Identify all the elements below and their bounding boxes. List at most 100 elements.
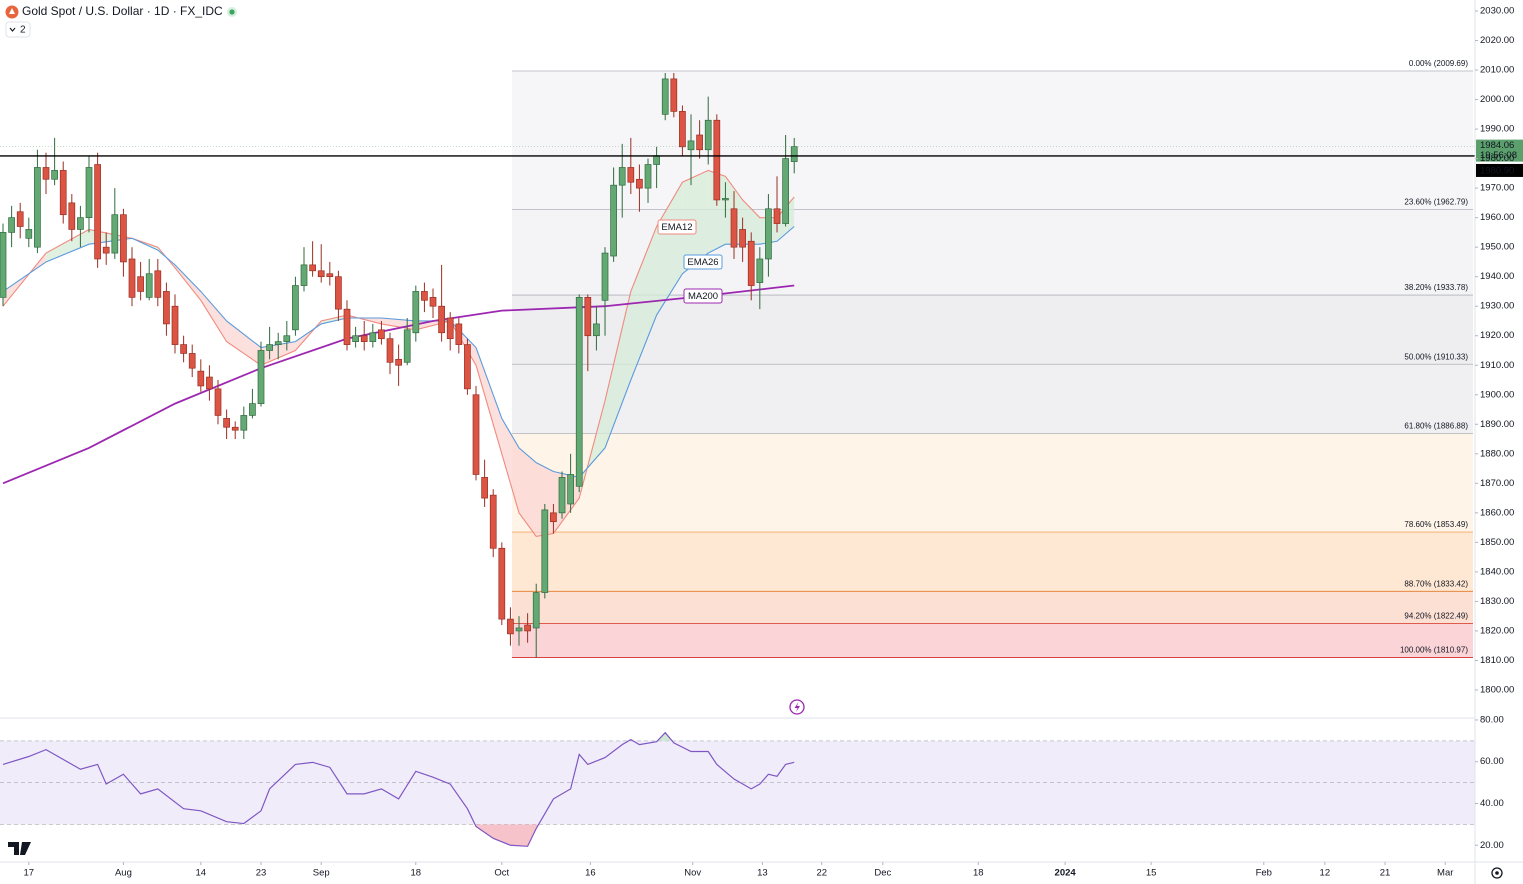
y-tick-label: 1830.00 <box>1480 596 1514 607</box>
candle-body <box>128 258 136 298</box>
overlay-name: EMA12 <box>661 222 692 233</box>
y-tick-label: 1990.00 <box>1480 124 1514 135</box>
candle-body <box>395 358 402 366</box>
y-tick-label: 1960.00 <box>1480 212 1514 223</box>
indicators-toggle[interactable] <box>5 21 31 38</box>
ema-cloud <box>708 170 726 254</box>
candle-body <box>378 329 385 340</box>
x-tick-label: 23 <box>256 868 267 879</box>
candle-body <box>575 297 583 487</box>
y-tick-label: 1970.00 <box>1480 183 1514 194</box>
y-tick-label: 1860.00 <box>1480 507 1514 518</box>
fib-zone <box>512 623 1473 658</box>
candle-body <box>145 273 153 298</box>
candle-body <box>8 217 15 233</box>
ema-cloud <box>630 226 657 380</box>
x-tick-label: Feb <box>1256 868 1272 879</box>
candle-body <box>16 211 24 227</box>
y-tick-label: 1940.00 <box>1480 271 1514 282</box>
rsi-line <box>2 731 795 847</box>
candle-body <box>618 167 626 186</box>
candle-body <box>670 78 678 112</box>
ema-cloud <box>476 347 502 454</box>
y-tick-label: 1820.00 <box>1480 625 1514 636</box>
x-tick-label: 16 <box>585 868 596 879</box>
x-tick-label: 22 <box>816 868 827 879</box>
y-tick-label: 1920.00 <box>1480 330 1514 341</box>
indicators-chevron <box>9 27 16 32</box>
fib-zone <box>512 364 1473 434</box>
y-tick-label: 1900.00 <box>1480 389 1514 400</box>
market-status-dot <box>229 9 235 15</box>
candle-body <box>524 624 531 632</box>
ema-cloud <box>501 418 520 513</box>
ema-cloud <box>321 315 348 324</box>
candle-body <box>386 338 394 363</box>
logo-dot <box>22 843 28 849</box>
x-tick-label: 18 <box>973 868 984 879</box>
candle-body <box>610 184 617 257</box>
candle-body <box>756 258 764 283</box>
top-layer: EMA12 EMA26 MA200 <box>0 146 1475 304</box>
symbol-icon-glyph <box>9 8 15 14</box>
candle-body <box>51 170 58 180</box>
candle-body <box>85 167 93 218</box>
x-tick-label: 13 <box>757 868 768 879</box>
candle-body <box>532 592 540 629</box>
candle-body <box>335 276 342 310</box>
fib-label: 100.00% (1810.97) <box>1400 646 1468 655</box>
settings-icon[interactable] <box>1491 867 1503 879</box>
fib-zone <box>512 591 1473 624</box>
rsi-y-tick-label: 40.00 <box>1480 798 1504 809</box>
y-tick-label: 1810.00 <box>1480 655 1514 666</box>
fib-label: 94.20% (1822.49) <box>1404 612 1468 621</box>
y-tick-label: 1870.00 <box>1480 478 1514 489</box>
overlay-line <box>2 284 795 485</box>
candle-body <box>137 276 144 292</box>
chart-title: Gold Spot / U.S. Dollar · 1D · FX_IDC <box>22 4 223 18</box>
candle-body <box>696 134 703 151</box>
rsi-y-tick-label: 60.00 <box>1480 756 1504 767</box>
candle-body <box>231 426 239 431</box>
candle-body <box>240 415 248 431</box>
fill-layer <box>3 170 795 537</box>
candle-body <box>266 344 273 351</box>
candle-body <box>567 474 574 505</box>
fib-label: 61.80% (1886.88) <box>1404 422 1468 431</box>
x-tick-label: Aug <box>115 868 132 879</box>
candle-body <box>77 217 84 230</box>
candle-body <box>326 273 334 278</box>
candle-body <box>94 164 101 260</box>
x-tick-label: Dec <box>874 868 891 879</box>
x-tick-label: 15 <box>1146 868 1157 879</box>
candle-body <box>515 627 523 632</box>
fib-zone <box>512 532 1473 592</box>
candle-body <box>455 323 463 345</box>
x-tick-label: 21 <box>1380 868 1391 879</box>
overlay-line <box>2 226 795 479</box>
candle-body <box>747 240 755 286</box>
candle-body <box>42 167 50 180</box>
y-tick-label: 1880.00 <box>1480 448 1514 459</box>
candle-body <box>214 388 222 416</box>
settings-icon-core <box>1495 871 1499 875</box>
y-tick-label: 2010.00 <box>1480 65 1514 76</box>
candle-body <box>68 202 76 230</box>
candle-body <box>472 394 480 475</box>
candle-body <box>59 170 67 216</box>
candle-body <box>429 297 437 307</box>
candle-body <box>498 547 506 620</box>
rsi-oversold-fill <box>474 824 539 847</box>
ema-cloud <box>226 320 262 366</box>
candle-body <box>687 140 695 151</box>
overlay-name: MA200 <box>688 291 718 302</box>
candle-body <box>782 158 789 224</box>
candle-body <box>507 618 514 635</box>
candle-body <box>464 344 471 390</box>
candle-body <box>739 229 746 248</box>
candle-body <box>679 111 686 148</box>
y-tick-label: 1800.00 <box>1480 684 1514 695</box>
overlay-line <box>2 169 795 538</box>
